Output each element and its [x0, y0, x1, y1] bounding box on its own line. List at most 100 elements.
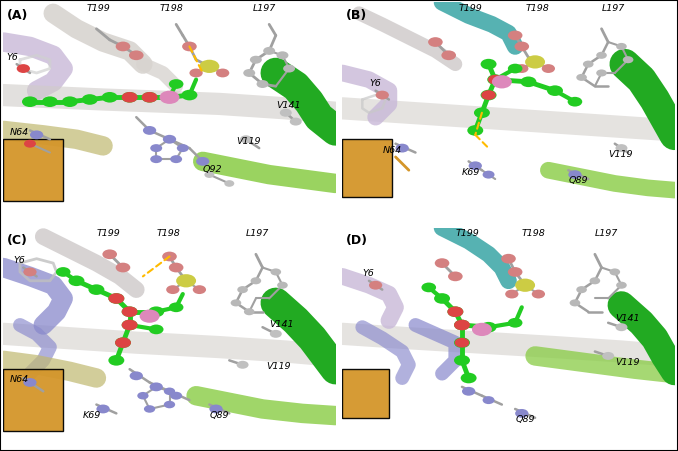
Circle shape	[447, 306, 463, 317]
Text: T199: T199	[456, 229, 479, 238]
Text: V119: V119	[266, 362, 290, 371]
Circle shape	[142, 92, 157, 102]
Circle shape	[151, 144, 162, 152]
Text: (C): (C)	[7, 235, 28, 248]
Circle shape	[290, 118, 302, 125]
Text: Q89: Q89	[515, 415, 535, 424]
Circle shape	[567, 97, 582, 106]
Circle shape	[590, 277, 600, 284]
Circle shape	[263, 47, 275, 55]
Circle shape	[121, 320, 138, 330]
Circle shape	[162, 252, 177, 261]
Text: (A): (A)	[7, 9, 28, 22]
Text: K69: K69	[462, 168, 480, 177]
Circle shape	[251, 277, 261, 284]
Text: Q89: Q89	[568, 176, 588, 185]
Circle shape	[121, 92, 138, 102]
Circle shape	[243, 69, 255, 77]
Circle shape	[182, 90, 197, 101]
Text: T199: T199	[96, 229, 120, 238]
Circle shape	[199, 60, 220, 73]
Circle shape	[568, 170, 582, 179]
Circle shape	[196, 157, 210, 166]
Text: Y6: Y6	[7, 53, 18, 62]
Circle shape	[137, 392, 148, 400]
Circle shape	[121, 320, 138, 330]
Circle shape	[422, 283, 436, 292]
Text: (D): (D)	[346, 235, 367, 248]
Circle shape	[505, 290, 519, 299]
FancyBboxPatch shape	[3, 139, 63, 201]
Circle shape	[570, 299, 580, 306]
Circle shape	[237, 361, 249, 369]
Text: Y6: Y6	[14, 256, 25, 265]
Circle shape	[176, 274, 196, 287]
Circle shape	[481, 90, 496, 101]
Circle shape	[204, 171, 214, 178]
Circle shape	[129, 51, 144, 60]
Text: V119: V119	[236, 137, 260, 146]
FancyBboxPatch shape	[342, 139, 392, 197]
Circle shape	[161, 92, 178, 102]
Circle shape	[488, 75, 502, 84]
Text: V119: V119	[608, 150, 633, 159]
Circle shape	[483, 170, 494, 179]
Circle shape	[24, 140, 36, 147]
Circle shape	[481, 59, 496, 69]
Circle shape	[150, 382, 163, 391]
Circle shape	[602, 352, 614, 360]
Circle shape	[542, 64, 555, 73]
Circle shape	[271, 268, 281, 276]
Text: V141: V141	[276, 101, 300, 110]
Text: T198: T198	[156, 229, 180, 238]
Circle shape	[108, 355, 124, 366]
Circle shape	[170, 155, 182, 163]
Circle shape	[166, 285, 180, 294]
Circle shape	[508, 267, 523, 277]
Circle shape	[102, 92, 118, 102]
Circle shape	[616, 282, 626, 289]
Circle shape	[395, 144, 409, 152]
Circle shape	[23, 267, 37, 276]
Circle shape	[143, 126, 156, 135]
Circle shape	[596, 52, 607, 59]
Circle shape	[108, 293, 124, 304]
Circle shape	[460, 373, 477, 383]
Circle shape	[177, 144, 188, 152]
Circle shape	[454, 355, 470, 366]
Circle shape	[237, 286, 248, 293]
Circle shape	[583, 60, 593, 68]
Circle shape	[121, 306, 138, 317]
Circle shape	[169, 262, 184, 272]
Circle shape	[521, 77, 536, 87]
Circle shape	[159, 91, 180, 104]
Circle shape	[240, 135, 252, 143]
Circle shape	[140, 309, 159, 323]
Circle shape	[576, 286, 587, 293]
Circle shape	[467, 125, 483, 136]
Circle shape	[56, 267, 71, 277]
Circle shape	[448, 272, 462, 281]
Circle shape	[547, 85, 563, 96]
Circle shape	[483, 396, 494, 404]
Text: Y6: Y6	[369, 79, 381, 88]
Text: V141: V141	[615, 313, 639, 322]
Circle shape	[515, 409, 528, 418]
Circle shape	[23, 378, 37, 387]
Circle shape	[169, 303, 184, 312]
Circle shape	[42, 97, 58, 107]
Circle shape	[170, 392, 182, 400]
Circle shape	[508, 318, 523, 327]
Circle shape	[277, 51, 288, 59]
Circle shape	[280, 109, 292, 117]
Circle shape	[231, 299, 241, 306]
Circle shape	[616, 144, 627, 152]
Circle shape	[454, 337, 470, 348]
Circle shape	[142, 92, 157, 102]
Circle shape	[515, 41, 529, 51]
Circle shape	[144, 405, 155, 413]
Circle shape	[30, 130, 43, 139]
Text: T199: T199	[458, 4, 483, 13]
Circle shape	[369, 281, 382, 290]
Circle shape	[108, 293, 124, 304]
